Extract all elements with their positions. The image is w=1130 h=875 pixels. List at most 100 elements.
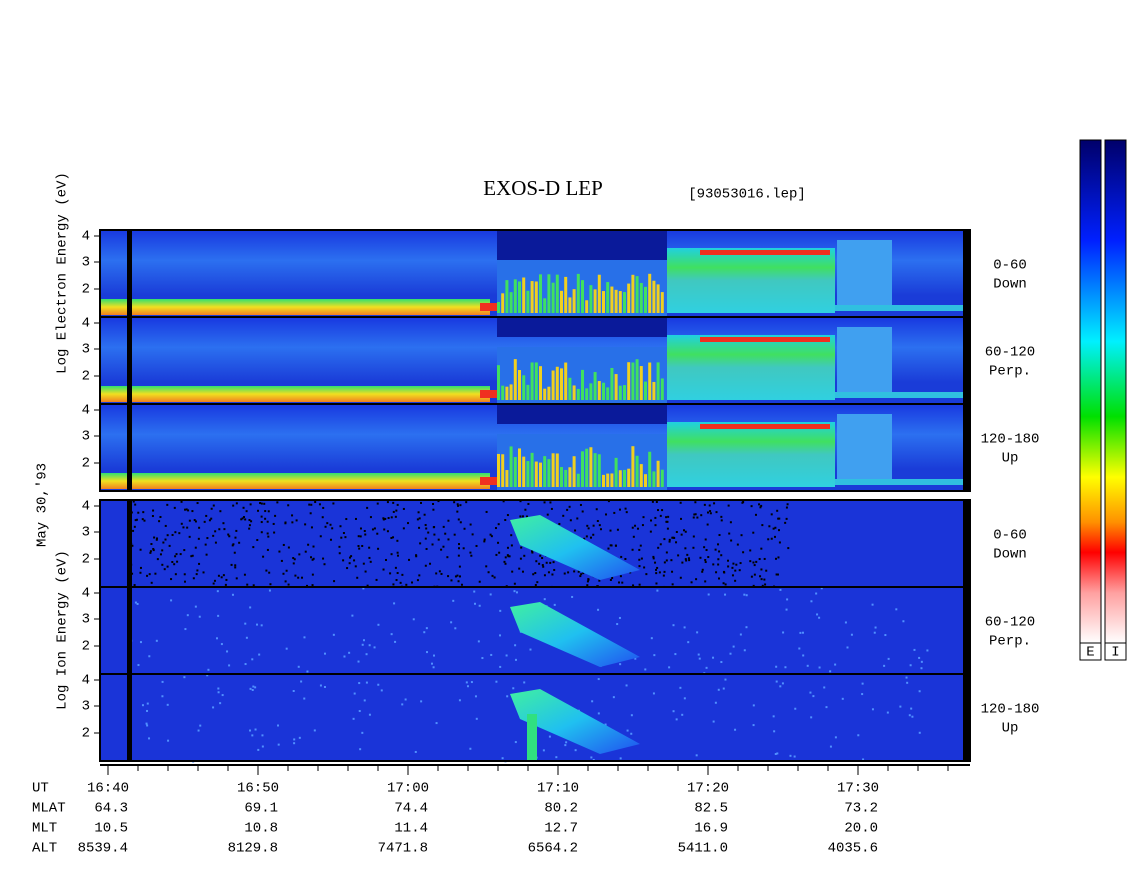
noise-dot — [369, 560, 372, 563]
noise-dot — [152, 547, 155, 550]
spike — [606, 282, 610, 313]
panel-pitch-label: 60-120 — [985, 345, 1035, 361]
noise-dot — [471, 533, 474, 536]
noise-dot — [717, 543, 720, 546]
noise-dot — [234, 536, 237, 539]
spike — [543, 298, 547, 313]
spike — [513, 457, 517, 487]
hot-patch — [480, 303, 500, 311]
noise-dot — [167, 739, 170, 742]
y-tick-label: 4 — [82, 499, 90, 515]
spike — [623, 469, 626, 487]
noise-dot — [743, 649, 746, 652]
spike — [497, 301, 500, 313]
noise-dot — [683, 697, 686, 700]
noise-dot — [906, 681, 909, 684]
noise-dot — [401, 573, 404, 576]
noise-dot — [217, 614, 220, 617]
spectrogram-panel: 4 3 2 120-180 Up — [82, 673, 1039, 763]
colorbar-i — [1104, 139, 1127, 644]
noise-dot — [248, 524, 251, 527]
noise-dot — [705, 549, 708, 552]
noise-dot — [251, 688, 254, 691]
noise-dot — [452, 599, 455, 602]
ion-dispersion — [510, 689, 640, 754]
noise-dot — [252, 546, 255, 549]
noise-dot — [652, 557, 655, 560]
noise-dot — [273, 531, 276, 534]
noise-dot — [806, 664, 809, 667]
spike — [518, 281, 521, 313]
noise-dot — [310, 503, 313, 506]
noise-dot — [507, 555, 510, 558]
noise-dot — [414, 750, 417, 753]
noise-dot — [913, 648, 916, 651]
noise-dot — [745, 626, 748, 629]
noise-dot — [207, 668, 210, 671]
noise-dot — [505, 654, 508, 657]
noise-dot — [148, 737, 151, 740]
ephemeris-value: 16.9 — [694, 821, 728, 837]
noise-dot — [670, 559, 673, 562]
noise-dot — [342, 532, 345, 535]
noise-dot — [424, 564, 427, 567]
noise-dot — [385, 558, 388, 561]
spike — [539, 366, 542, 400]
noise-dot — [287, 504, 290, 507]
noise-dot — [149, 551, 152, 554]
noise-dot — [749, 560, 752, 563]
noise-dot — [190, 555, 193, 558]
row-label: MLAT — [32, 801, 66, 817]
noise-dot — [161, 695, 164, 698]
noise-dot — [779, 588, 782, 591]
noise-dot — [555, 756, 558, 759]
noise-dot — [625, 511, 628, 514]
noise-dot — [908, 714, 911, 717]
noise-dot — [431, 543, 434, 546]
noise-dot — [244, 622, 247, 625]
noise-dot — [709, 510, 712, 513]
noise-dot — [775, 573, 778, 576]
noise-dot — [680, 517, 683, 520]
noise-dot — [137, 664, 140, 667]
colorbar-label: E — [1086, 645, 1094, 661]
noise-dot — [159, 515, 162, 518]
right-edge — [963, 404, 970, 491]
noise-dot — [249, 606, 252, 609]
noise-dot — [810, 600, 813, 603]
noise-dot — [354, 565, 357, 568]
spike — [631, 446, 635, 487]
noise-dot — [454, 575, 457, 578]
spike — [585, 300, 589, 313]
noise-dot — [248, 527, 251, 530]
spike — [530, 452, 534, 487]
noise-dot — [760, 504, 763, 507]
noise-dot — [284, 521, 287, 524]
noise-dot — [777, 517, 780, 520]
noise-dot — [641, 524, 644, 527]
noise-dot — [188, 535, 191, 538]
noise-dot — [303, 697, 306, 700]
noise-dot — [309, 512, 312, 515]
noise-dot — [380, 689, 383, 692]
noise-dot — [750, 575, 753, 578]
row-label: ALT — [32, 841, 57, 857]
noise-dot — [146, 724, 149, 727]
y-tick-label: 4 — [82, 586, 90, 602]
noise-dot — [638, 565, 641, 568]
spike — [660, 292, 664, 313]
ephemeris-value: 8129.8 — [228, 841, 278, 857]
y-tick-label: 3 — [82, 342, 90, 358]
noise-dot — [179, 553, 182, 556]
noise-dot — [675, 718, 678, 721]
noise-dot — [758, 503, 761, 506]
noise-dot — [310, 526, 313, 529]
noise-dot — [249, 687, 252, 690]
noise-dot — [604, 723, 607, 726]
energy-band — [100, 386, 490, 402]
ephemeris-value: 10.5 — [94, 821, 128, 837]
noise-dot — [543, 574, 546, 577]
noise-dot — [395, 579, 398, 582]
spike — [539, 462, 542, 487]
spike — [614, 289, 618, 313]
